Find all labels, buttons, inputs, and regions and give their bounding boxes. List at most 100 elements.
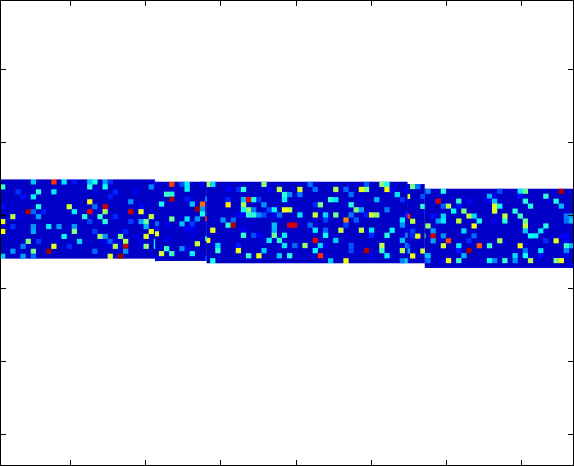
heatmap-cell	[404, 258, 408, 264]
heatmap-cell	[97, 233, 103, 239]
heatmap-cells	[0, 179, 574, 269]
heatmap-cell	[179, 221, 185, 227]
heatmap-cell	[399, 258, 406, 264]
heatmap-cell	[240, 232, 247, 238]
heatmap-cell	[189, 251, 195, 257]
heatmap-cell	[424, 203, 426, 209]
heatmap-cell	[169, 251, 175, 257]
heatmap-cell	[312, 212, 318, 218]
heatmap-cell	[225, 186, 231, 193]
heatmap-cell	[148, 228, 154, 235]
heatmap-cell	[154, 226, 160, 232]
heatmap-cell	[138, 204, 144, 210]
heatmap-cell	[348, 242, 354, 249]
heatmap-cell	[164, 221, 170, 227]
heatmap-cell	[322, 227, 329, 233]
heatmap-cell	[271, 227, 277, 233]
heatmap-cell	[502, 218, 508, 224]
heatmap-cell	[538, 248, 544, 254]
heatmap-cell	[276, 237, 283, 244]
heatmap-cell	[502, 258, 508, 264]
heatmap-cell	[107, 238, 113, 244]
heatmap-cell	[153, 184, 156, 190]
heatmap-cell	[92, 228, 98, 235]
heatmap-cell	[410, 218, 416, 224]
heatmap-cell	[379, 242, 385, 249]
heatmap-cell	[445, 258, 452, 264]
heatmap-cell	[517, 193, 523, 199]
heatmap-cell	[179, 246, 185, 252]
heatmap-cell	[246, 212, 252, 218]
heatmap-cell	[558, 188, 564, 194]
heatmap-cell	[261, 237, 267, 244]
heatmap-cell	[317, 202, 324, 208]
heatmap-cell	[276, 253, 283, 259]
heatmap-cell	[138, 209, 144, 215]
heatmap-cell	[205, 256, 207, 262]
heatmap-cell	[20, 194, 26, 200]
heatmap-cell	[379, 248, 385, 254]
heatmap-cell	[30, 248, 37, 254]
heatmap-cell	[312, 186, 318, 193]
heatmap-cell	[563, 248, 570, 254]
heatmap-cell	[0, 204, 6, 210]
heatmap-cell	[568, 263, 574, 269]
heatmap-cell	[415, 233, 421, 239]
heatmap-cell	[440, 243, 447, 249]
heatmap-cell	[563, 233, 570, 239]
heatmap-cell	[117, 253, 124, 259]
heatmap-cell	[30, 179, 37, 185]
heatmap-cell	[399, 248, 406, 254]
heatmap-cell	[271, 207, 277, 213]
heatmap-cell	[333, 212, 339, 218]
heatmap-cell	[420, 248, 425, 254]
heatmap-cell	[148, 184, 154, 190]
heatmap-cell	[184, 226, 190, 232]
heatmap-cell	[112, 189, 119, 195]
heatmap-cell	[456, 218, 462, 224]
heatmap-cell	[404, 232, 408, 238]
heatmap-cell	[492, 203, 498, 209]
heatmap-cell	[210, 181, 216, 187]
heatmap-cell	[287, 191, 293, 198]
heatmap-cell	[497, 238, 503, 244]
heatmap-cell	[138, 238, 144, 244]
heatmap-cell	[240, 212, 247, 218]
heatmap-cell	[35, 204, 42, 210]
heatmap-cell	[41, 209, 47, 215]
heatmap-cell	[297, 191, 303, 198]
heatmap-cell	[87, 199, 93, 205]
heatmap-cell	[206, 237, 211, 244]
heatmap-cell	[538, 253, 544, 259]
heatmap-cell	[343, 186, 349, 193]
heatmap-cell	[553, 258, 559, 264]
heatmap-cell	[527, 233, 534, 239]
heatmap-cell	[328, 258, 334, 264]
heatmap-cell	[281, 207, 288, 213]
heatmap-cell	[287, 222, 293, 228]
heatmap-cell	[225, 197, 231, 203]
heatmap-cell	[169, 196, 175, 202]
heatmap-cell	[425, 223, 431, 229]
heatmap-strip	[407, 184, 425, 264]
heatmap-cell	[107, 194, 113, 200]
heatmap-cell	[522, 218, 529, 224]
heatmap-cell	[456, 243, 462, 249]
heatmap-cell	[97, 214, 103, 220]
heatmap-cell	[492, 193, 498, 199]
heatmap-cell	[148, 214, 154, 220]
heatmap-strips	[0, 179, 574, 268]
heatmap-cell	[543, 223, 549, 229]
heatmap-cell	[568, 213, 574, 219]
heatmap-cell	[240, 186, 247, 193]
heatmap-cell	[410, 184, 416, 190]
heatmap-cell	[553, 238, 559, 244]
heatmap-cell	[46, 223, 52, 230]
heatmap-cell	[512, 253, 518, 259]
heatmap-cell	[246, 197, 252, 203]
heatmap-cell	[486, 193, 493, 199]
heatmap-cell	[112, 243, 119, 249]
heatmap-cell	[476, 218, 482, 224]
heatmap-cell	[399, 237, 406, 244]
heatmap-cell	[407, 193, 411, 200]
